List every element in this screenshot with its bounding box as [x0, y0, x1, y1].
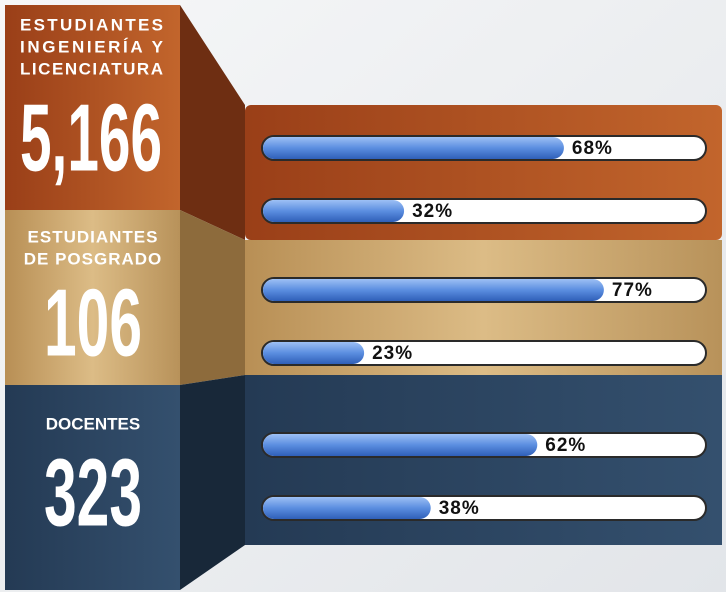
side-face [180, 210, 245, 385]
section-label: DE POSGRADO [24, 249, 163, 268]
bar-label: 23% [372, 343, 413, 364]
bar-fill [263, 279, 604, 301]
section-total: 5,166 [20, 84, 162, 191]
section-label: ESTUDIANTES [28, 227, 159, 246]
bar-label: 38% [439, 498, 480, 519]
infographic: ESTUDIANTESINGENIERÍA YLICENCIATURA5,166… [0, 0, 726, 592]
bar-fill [263, 497, 431, 519]
section-label: LICENCIATURA [20, 59, 163, 78]
bar-fill [263, 342, 364, 364]
bar-fill [263, 200, 404, 222]
section-label: ESTUDIANTES [20, 15, 163, 34]
bar-label: 32% [412, 201, 453, 222]
page: ESTUDIANTESINGENIERÍA YLICENCIATURA5,166… [0, 0, 726, 592]
bar-fill [263, 137, 564, 159]
section-label: DOCENTES [46, 414, 140, 433]
bar-label: 77% [612, 280, 653, 301]
section-total: 323 [44, 439, 142, 546]
bar-label: 62% [545, 435, 586, 456]
section-total: 106 [44, 269, 142, 376]
bar-fill [263, 434, 537, 456]
bar-label: 68% [572, 138, 613, 159]
